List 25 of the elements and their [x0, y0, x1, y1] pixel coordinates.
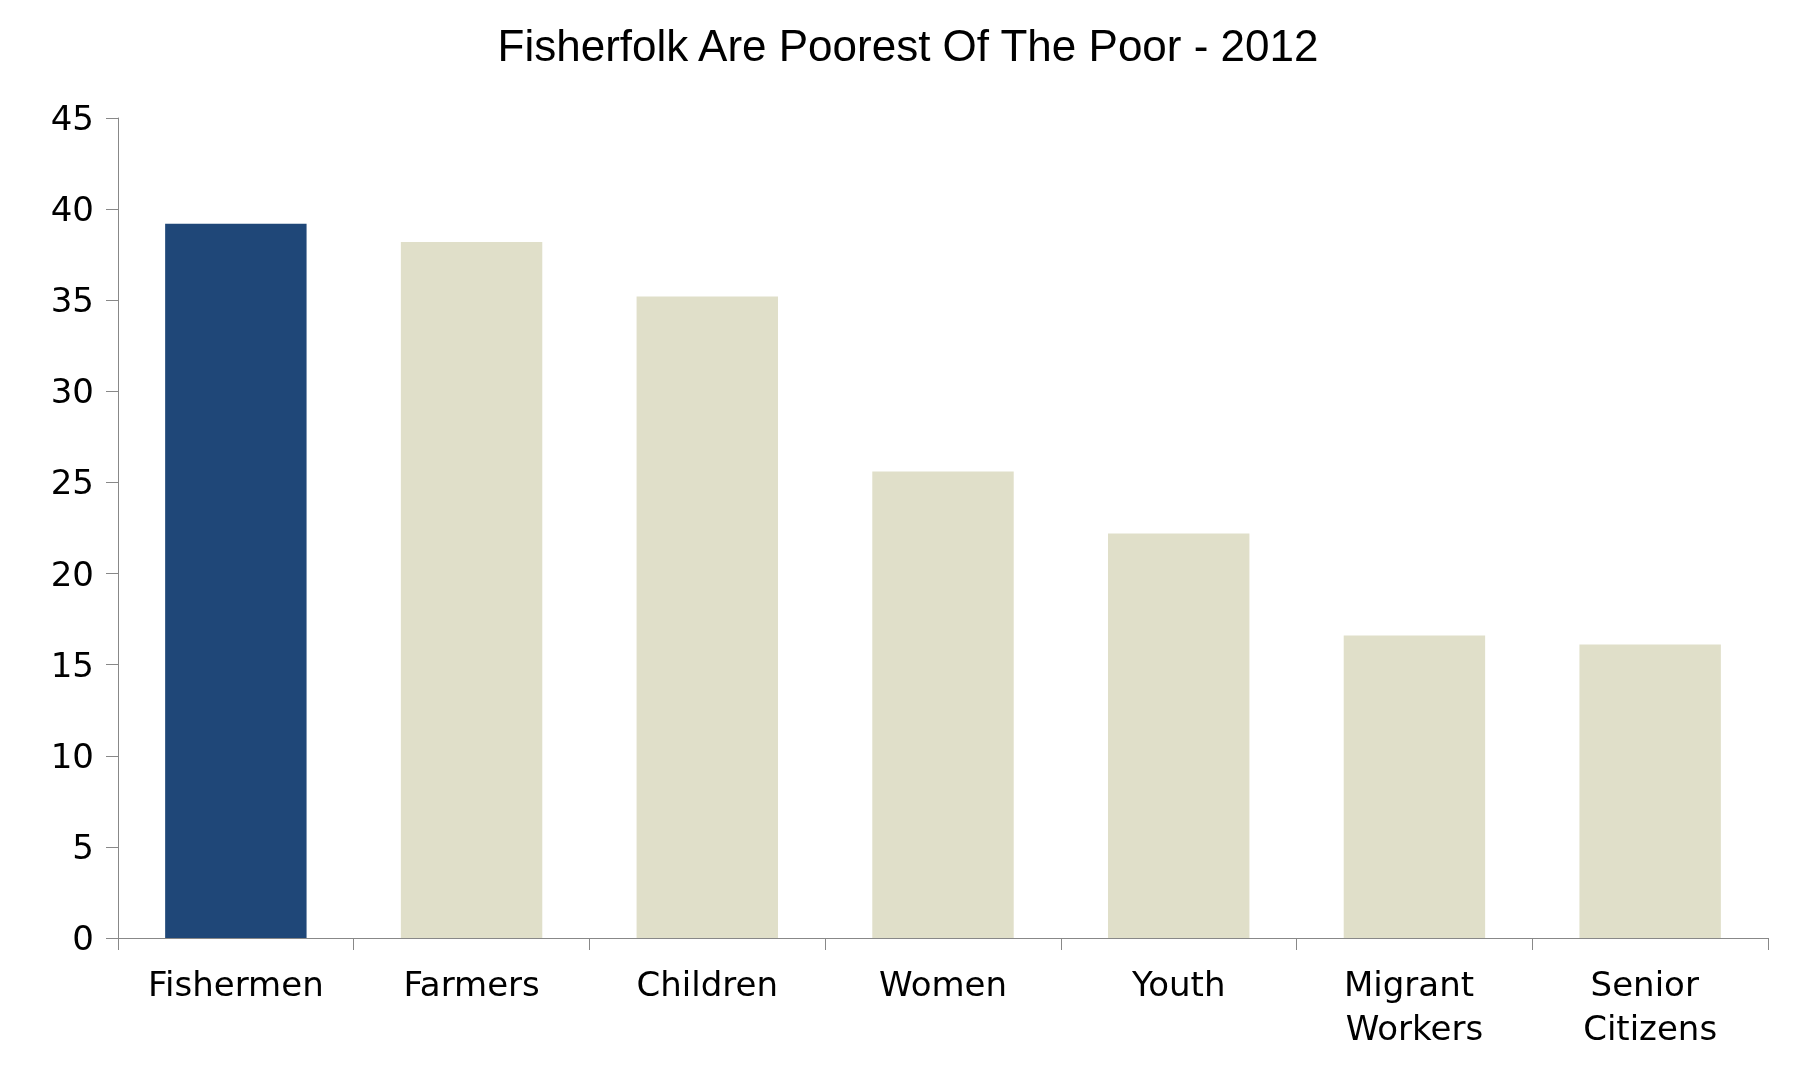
- y-tick-label: 45: [50, 98, 94, 138]
- x-tick-label: Women: [878, 964, 1008, 1004]
- y-tick-label: 20: [50, 553, 94, 594]
- y-tick-label: 35: [50, 280, 94, 321]
- y-tick-label: 10: [50, 735, 94, 776]
- bar: [872, 471, 1014, 938]
- x-tick-label: Farmers: [403, 964, 540, 1004]
- bar: [1343, 635, 1486, 938]
- bar: [1108, 533, 1250, 938]
- y-tick-label: 15: [50, 644, 94, 685]
- x-tick-label: Migrant Workers: [1343, 964, 1485, 1048]
- y-tick-label: 25: [50, 462, 94, 503]
- bar: [400, 241, 543, 938]
- x-tick-label: Youth: [1130, 964, 1226, 1004]
- x-tick-label: Fishermen: [148, 964, 324, 1004]
- y-tick-label: 30: [50, 371, 94, 412]
- y-tick-label: 5: [72, 826, 94, 867]
- y-tick-label: 40: [50, 189, 94, 230]
- y-tick-label: 0: [72, 918, 94, 958]
- bar: [636, 296, 778, 938]
- bar: [1579, 644, 1721, 938]
- x-tick-label: Senior Citizens: [1583, 964, 1718, 1048]
- x-tick-label: Children: [636, 964, 779, 1004]
- chart-title: Fisherfolk Are Poorest Of The Poor - 2012: [497, 20, 1319, 70]
- bar: [165, 223, 307, 938]
